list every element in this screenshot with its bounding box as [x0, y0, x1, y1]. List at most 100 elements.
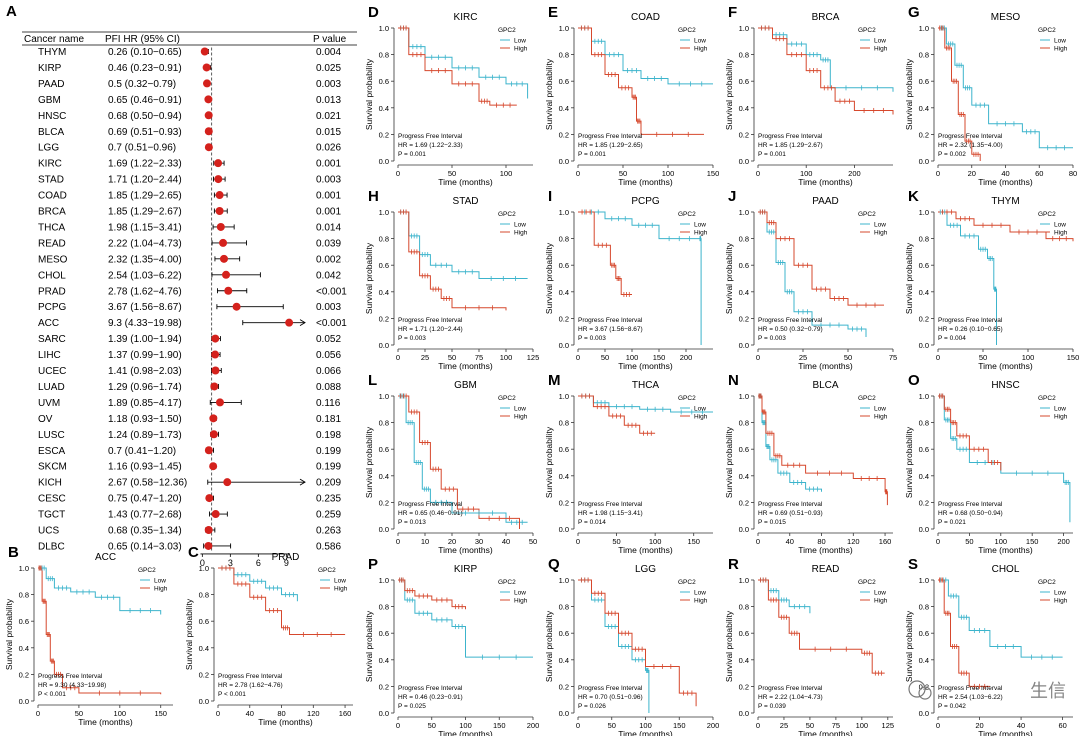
x-tick-label: 100 [500, 169, 513, 178]
annotation-hr: HR = 1.85 (1.29−2.65) [578, 142, 643, 149]
panel-title: STAD [453, 196, 479, 207]
annotation-p: P = 0.026 [578, 703, 606, 710]
y-tick-label: 0.8 [919, 235, 929, 244]
y-tick-label: 0.6 [919, 629, 929, 638]
hr-point [216, 222, 225, 231]
annotation-hr: HR = 0.70 (0.51−0.96) [578, 694, 643, 701]
row-p-value: 0.198 [316, 430, 341, 441]
y-tick-label: 0.8 [19, 591, 29, 600]
header-cancer-name: Cancer name [24, 34, 84, 45]
y-tick-label: 0.0 [559, 157, 569, 166]
annotation-p: P < 0.001 [218, 691, 246, 698]
watermark: 生信 [908, 680, 1066, 701]
panel-letter: R [728, 556, 739, 573]
y-tick-label: 0.2 [919, 498, 929, 507]
x-tick-label: 125 [527, 353, 540, 362]
km-panel-pcpg: I PCPG 0.0 0.2 0.4 0.6 0.8 1.0 Survival probabil… [544, 188, 713, 371]
row-cancer-name: SARC [38, 334, 66, 345]
y-tick-label: 0.2 [739, 314, 749, 323]
y-axis-label: Survival probability [904, 426, 914, 498]
x-tick-label: 0 [396, 169, 400, 178]
low-series-curve [758, 395, 822, 492]
legend-low-label: Low [874, 38, 886, 45]
panel-title: KIRP [454, 564, 478, 575]
row-p-value: 0.025 [316, 63, 341, 74]
x-tick-label: 50 [75, 709, 83, 718]
legend-title: GPC2 [678, 395, 696, 402]
hr-point [210, 382, 219, 391]
row-p-value: <0.001 [316, 286, 347, 297]
y-tick-label: 1.0 [739, 392, 749, 401]
row-p-value: 0.263 [316, 526, 341, 537]
y-tick-label: 0.6 [919, 77, 929, 86]
x-tick-label: 0 [36, 709, 40, 718]
panel-title: BLCA [812, 380, 838, 391]
forest-plot-panel-a: A Cancer name PFI HR (95% CI) P value THYM 0.… [6, 3, 357, 568]
annotation-endpoint: Progress Free Interval [578, 501, 643, 508]
annotation-endpoint: Progress Free Interval [758, 133, 823, 140]
annotation-endpoint: Progress Free Interval [578, 133, 643, 140]
x-tick-label: 20 [448, 537, 456, 546]
row-p-value: 0.003 [316, 302, 341, 313]
y-tick-label: 0.6 [559, 629, 569, 638]
annotation-hr: HR = 3.67 (1.56−8.67) [578, 326, 643, 333]
row-p-value: 0.199 [316, 462, 341, 473]
panel-title: LGG [635, 564, 656, 575]
legend-low-label: Low [1054, 222, 1066, 229]
panel-letter: C [188, 544, 199, 561]
km-panel-lgg: Q LGG 0.0 0.2 0.4 0.6 0.8 1.0 Survival probabili… [544, 556, 719, 736]
row-hr-ci: 2.22 (1.04−4.73) [108, 238, 182, 249]
low-series-curve [758, 579, 811, 614]
row-p-value: 0.042 [316, 270, 341, 281]
legend-high-label: High [874, 598, 888, 605]
km-panel-hnsc: O HNSC 0.0 0.2 0.4 0.6 0.8 1.0 Survival probabil… [904, 372, 1073, 555]
y-tick-label: 1.0 [919, 208, 929, 217]
legend-high-label: High [874, 46, 888, 53]
panel-letter: B [8, 544, 19, 561]
hr-point [215, 191, 224, 200]
x-tick-label: 40 [246, 709, 254, 718]
legend-low-label: Low [1054, 38, 1066, 45]
row-hr-ci: 0.69 (0.51−0.93) [108, 127, 182, 138]
x-tick-label: 30 [475, 537, 483, 546]
y-tick-label: 0.8 [379, 419, 389, 428]
high-series-curve [938, 27, 981, 161]
panel-letter: J [728, 188, 736, 205]
y-tick-label: 0.6 [19, 617, 29, 626]
legend-low-label: Low [514, 590, 526, 597]
y-tick-label: 0.4 [919, 288, 929, 297]
header-hr: PFI HR (95% CI) [105, 34, 180, 45]
x-tick-label: 10 [421, 537, 429, 546]
annotation-endpoint: Progress Free Interval [38, 673, 103, 680]
row-hr-ci: 0.7 (0.41−1.20) [108, 446, 176, 457]
row-cancer-name: UCS [38, 526, 59, 537]
hr-point [224, 286, 233, 295]
row-hr-ci: 0.75 (0.47−1.20) [108, 494, 182, 505]
legend-title: GPC2 [498, 579, 516, 586]
x-tick-label: 100 [459, 721, 472, 730]
y-tick-label: 0.8 [919, 603, 929, 612]
row-hr-ci: 1.89 (0.85−4.17) [108, 398, 182, 409]
x-tick-label: 100 [800, 169, 813, 178]
hr-point [209, 430, 218, 439]
x-tick-label: 150 [1026, 537, 1039, 546]
x-tick-label: 0 [756, 721, 760, 730]
row-hr-ci: 2.67 (0.58−12.36) [108, 478, 187, 489]
y-tick-label: 0.0 [739, 709, 749, 718]
annotation-p: P = 0.025 [398, 703, 426, 710]
row-p-value: 0.259 [316, 510, 341, 521]
y-tick-label: 1.0 [379, 24, 389, 33]
row-p-value: 0.056 [316, 350, 341, 361]
annotation-p: P = 0.013 [398, 519, 426, 526]
legend-high-label: High [1054, 598, 1068, 605]
km-panel-coad: E COAD 0.0 0.2 0.4 0.6 0.8 1.0 Survival probabil… [544, 4, 719, 187]
row-hr-ci: 1.85 (1.29−2.65) [108, 191, 182, 202]
x-tick-label: 120 [307, 709, 320, 718]
annotation-hr: HR = 2.22 (1.04−4.73) [758, 694, 823, 701]
y-tick-label: 0.0 [919, 341, 929, 350]
hr-point [219, 254, 228, 263]
x-tick-label: 75 [889, 353, 897, 362]
annotation-hr: HR = 1.98 (1.15−3.41) [578, 510, 643, 517]
y-tick-label: 0.2 [559, 314, 569, 323]
annotation-p: P = 0.002 [938, 151, 966, 158]
